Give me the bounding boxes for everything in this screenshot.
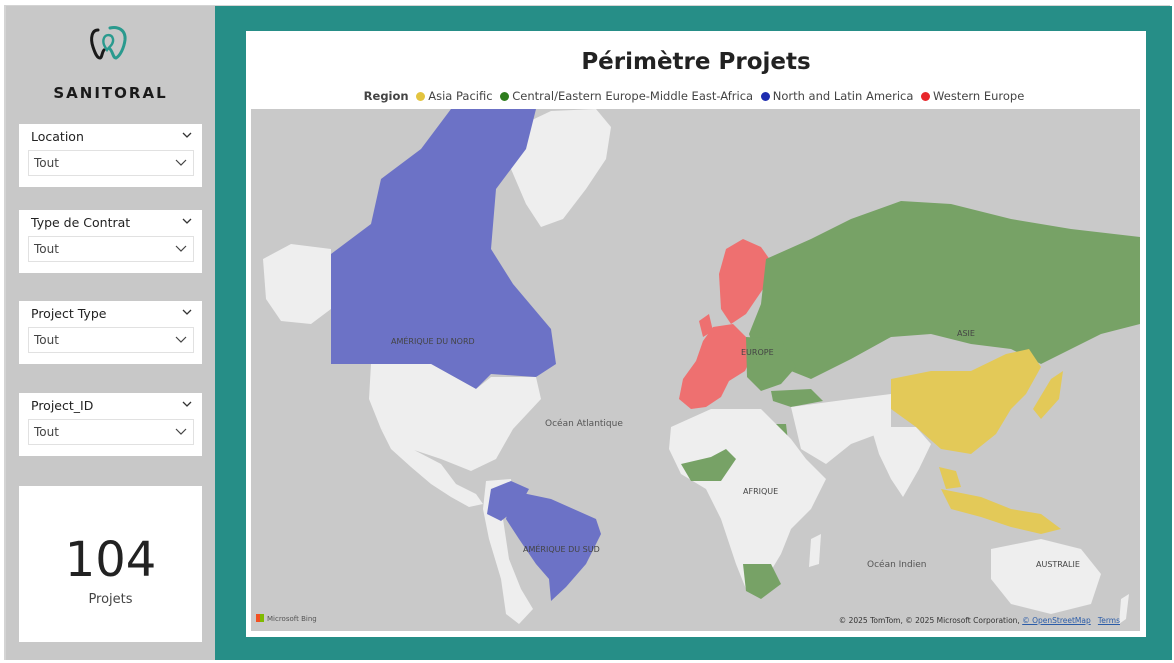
- label-indian-ocean: Océan Indien: [867, 560, 927, 570]
- kpi-label: Projets: [88, 592, 133, 607]
- legend-dot: [760, 92, 770, 101]
- map-region-middle-east: [791, 394, 891, 464]
- map-title: Périmètre Projets: [581, 49, 811, 75]
- sidebar: SANITORAL Location Tout Type de Contrat …: [6, 6, 215, 660]
- map-copyright: © 2025 TomTom, © 2025 Microsoft Corporat…: [839, 616, 1120, 625]
- kpi-value: 104: [64, 532, 157, 588]
- map-legend: Region Asia Pacific Central/Eastern Euro…: [246, 89, 1146, 103]
- map-region-russia-asia: [749, 201, 1140, 379]
- legend-dot: [416, 92, 426, 101]
- slicer-project-id: Project_ID Tout: [19, 393, 202, 456]
- project-type-dropdown[interactable]: Tout: [28, 327, 194, 353]
- label-europe: EUROPE: [741, 348, 774, 357]
- dropdown-value: Tout: [34, 156, 59, 170]
- legend-label: North and Latin America: [772, 89, 914, 103]
- chevron-down-icon[interactable]: [182, 216, 192, 226]
- slicer-title: Type de Contrat: [31, 215, 131, 230]
- map-region-new-zealand: [1119, 594, 1129, 624]
- map-region-japan: [1033, 371, 1063, 419]
- map-region-colombia-peru: [487, 481, 529, 521]
- world-map[interactable]: AMÉRIQUE DU NORD AMÉRIQUE DU SUD EUROPE …: [251, 109, 1140, 631]
- map-region-malaysia: [939, 467, 961, 489]
- tooth-logo-icon: [90, 26, 127, 60]
- map-region-brazil: [506, 491, 601, 601]
- map-region-africa: [669, 409, 826, 589]
- map-region-china: [891, 349, 1041, 454]
- legend-label: Asia Pacific: [428, 89, 493, 103]
- location-dropdown[interactable]: Tout: [28, 150, 194, 176]
- label-south-america: AMÉRIQUE DU SUD: [523, 545, 600, 554]
- chevron-down-icon: [175, 245, 187, 252]
- kpi-card-projets: 104 Projets: [19, 486, 202, 642]
- bing-attribution: Microsoft Bing: [256, 614, 317, 623]
- label-africa: AFRIQUE: [743, 487, 779, 496]
- label-asia: ASIE: [957, 329, 975, 338]
- map-region-uk: [699, 314, 713, 337]
- dropdown-value: Tout: [34, 425, 59, 439]
- legend-item-ceemea[interactable]: Central/Eastern Europe-Middle East-Afric…: [500, 89, 753, 103]
- map-region-greenland: [511, 109, 611, 227]
- map-region-usa: [369, 364, 541, 471]
- chevron-down-icon[interactable]: [182, 307, 192, 317]
- legend-item-asia-pacific[interactable]: Asia Pacific: [416, 89, 493, 103]
- map-region-west-africa: [681, 449, 736, 481]
- slicer-title: Project_ID: [31, 398, 94, 413]
- microsoft-logo-icon: [256, 614, 264, 622]
- label-north-america: AMÉRIQUE DU NORD: [391, 337, 475, 346]
- copyright-text: © 2025 TomTom, © 2025 Microsoft Corporat…: [838, 616, 1020, 625]
- world-map-shapes: [263, 109, 1140, 624]
- openstreetmap-link[interactable]: © OpenStreetMap: [1022, 616, 1091, 625]
- label-australia: AUSTRALIE: [1036, 560, 1080, 569]
- slicer-title: Project Type: [31, 306, 107, 321]
- slicer-title: Location: [31, 129, 84, 144]
- project-id-dropdown[interactable]: Tout: [28, 419, 194, 445]
- map-region-indonesia: [941, 489, 1061, 534]
- chevron-down-icon: [175, 159, 187, 166]
- chevron-down-icon: [175, 336, 187, 343]
- map-region-australia: [991, 539, 1101, 614]
- map-region-western-europe: [679, 324, 753, 409]
- dropdown-value: Tout: [34, 242, 59, 256]
- map-region-canada: [331, 109, 556, 389]
- map-region-india: [871, 427, 931, 497]
- legend-label: Central/Eastern Europe-Middle East-Afric…: [512, 89, 754, 103]
- map-region-south-africa: [743, 564, 781, 599]
- map-region-scandinavia: [719, 239, 773, 324]
- legend-title: Region: [363, 89, 409, 103]
- type-de-contrat-dropdown[interactable]: Tout: [28, 236, 194, 262]
- brand-logo: SANITORAL: [6, 20, 215, 102]
- chevron-down-icon[interactable]: [182, 130, 192, 140]
- slicer-type-de-contrat: Type de Contrat Tout: [19, 210, 202, 273]
- provider-name: Microsoft Bing: [267, 615, 317, 623]
- legend-item-north-latin-america[interactable]: North and Latin America: [760, 89, 914, 103]
- map-region-mexico: [381, 429, 483, 507]
- chevron-down-icon: [175, 428, 187, 435]
- dropdown-value: Tout: [34, 333, 59, 347]
- slicer-project-type: Project Type Tout: [19, 301, 202, 364]
- chevron-down-icon[interactable]: [182, 399, 192, 409]
- map-region-eastern-europe: [746, 337, 796, 391]
- map-visual: Périmètre Projets Region Asia Pacific Ce…: [246, 31, 1146, 637]
- legend-dot: [500, 92, 510, 101]
- map-region-alaska: [263, 244, 331, 324]
- map-region-madagascar: [809, 534, 821, 567]
- map-region-turkey: [771, 389, 823, 407]
- legend-item-western-europe[interactable]: Western Europe: [921, 89, 1024, 103]
- legend-label: Western Europe: [933, 89, 1025, 103]
- terms-link[interactable]: Terms: [1097, 616, 1120, 625]
- label-atlantic-ocean: Océan Atlantique: [545, 419, 623, 429]
- brand-name: SANITORAL: [53, 84, 168, 102]
- legend-dot: [921, 92, 931, 101]
- slicer-location: Location Tout: [19, 124, 202, 187]
